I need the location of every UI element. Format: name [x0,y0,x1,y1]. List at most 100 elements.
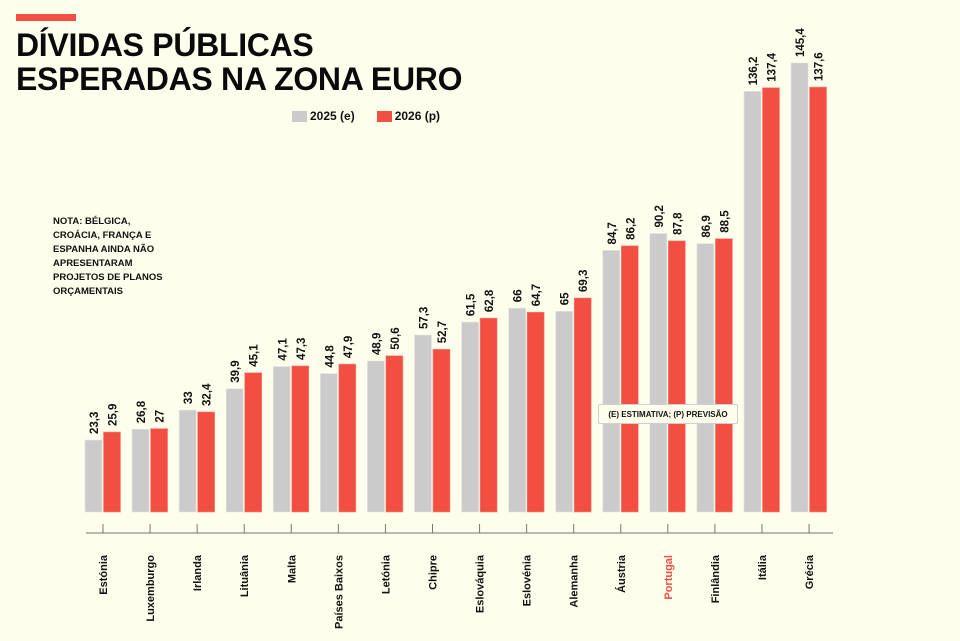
data-label: 64,7 [531,284,543,306]
data-label: 45,1 [249,344,261,367]
x-tick-label: Áustria [615,554,628,593]
data-label: 47,1 [277,338,289,361]
x-tick-label: Chipre [427,555,439,590]
data-label: 50,6 [390,327,402,349]
legend-item-2026: 2026 (p) [376,109,441,123]
bar-2025 [649,233,668,513]
bar-2025 [461,321,479,513]
bar-2025 [131,428,150,513]
x-tick-label: Malta [286,554,298,583]
data-label: 86,9 [701,215,713,237]
data-label: 44,8 [324,345,336,368]
data-label: 66 [513,289,525,302]
bar-2025 [743,91,762,513]
bar-2026 [715,238,733,513]
title-line-2: ESPERADAS NA ZONA EURO [16,61,463,97]
data-label: 137,6 [814,52,826,81]
x-tick-label: Letónia [380,554,392,594]
bar-2026 [197,411,215,513]
data-label: 39,9 [230,360,242,382]
data-label: 32,4 [202,383,214,406]
bar-2025 [320,373,338,513]
note: NOTA: BÉLGICA, CROÁCIA, FRANÇA E ESPANHA… [53,215,203,299]
bar-2025 [790,62,809,513]
data-label: 25,9 [108,404,120,426]
data-label: 137,4 [766,52,778,81]
x-tick-label: Países Baixos [333,555,345,629]
x-tick-label: Estónia [98,554,110,595]
x-tick-label: Luxemburgo [145,555,157,622]
data-label: 48,9 [371,333,383,355]
data-label: 86,2 [625,217,637,239]
x-tick-label: Finlândia [710,554,722,603]
x-tick-label: Grécia [804,554,816,589]
bar-2026 [385,355,404,513]
note-line: APRESENTARAM [53,258,133,269]
data-label: 90,2 [654,205,666,227]
bar-2025 [696,243,715,513]
bar-2025 [414,334,432,513]
bar-2026 [150,428,168,513]
data-label: 26,8 [136,400,148,423]
bar-2026 [479,317,498,513]
data-label: 57,3 [418,307,430,329]
x-tick-label: Portugal [663,555,675,600]
x-tick-label: Alemanha [569,554,581,607]
data-label: 23,3 [89,412,101,434]
title-line-1: DÍVIDAS PÚBLICAS [16,27,314,63]
bar-2026 [291,365,310,513]
data-label: 61,5 [466,293,478,316]
data-label: 145,4 [795,28,807,57]
callout-legend-note: (E) ESTIMATIVA; (P) PREVISÃO [598,404,738,424]
legend: 2025 (e) 2026 (p) [292,109,440,123]
x-tick-label: Eslovénia [522,554,534,606]
bar-2025 [225,388,244,513]
note-line: ORÇAMENTAIS [53,286,124,297]
note-line: ESPANHA AINDA NÃO [53,244,155,255]
data-label: 62,8 [484,289,496,312]
data-label: 136,2 [748,57,760,86]
x-tick-label: Irlanda [192,554,204,591]
data-label: 65 [560,292,572,305]
bar-2025 [555,310,574,513]
data-label: 69,3 [578,270,590,292]
bar-2026 [526,311,545,513]
chart-title: DÍVIDAS PÚBLICAS ESPERADAS NA ZONA EURO [16,28,462,96]
bar-2025 [367,360,385,513]
legend-swatch-2025 [292,110,307,122]
accent-bar [16,14,76,21]
data-label: 33 [183,391,195,404]
bar-2026 [103,431,121,513]
bar-2026 [668,240,686,513]
x-tick-label: Itália [757,554,769,580]
data-label: 88,5 [719,210,731,233]
bar-2026 [620,245,639,513]
bar-2026 [809,86,827,513]
bar-2026 [244,372,263,513]
legend-label-2026: 2026 (p) [394,109,441,123]
bar-2025 [84,439,103,513]
data-label: 84,7 [607,222,619,244]
data-label: 52,7 [437,321,449,343]
note-line: CROÁCIA, FRANÇA E [53,230,152,241]
note-line: PROJETOS DE PLANOS [53,272,163,283]
bar-2025 [508,307,526,513]
legend-item-2025: 2025 (e) [292,109,355,123]
bar-2026 [338,363,357,513]
bar-2026 [762,87,780,513]
x-tick-label: Eslováquia [475,554,487,613]
data-label: 87,8 [672,212,684,235]
bar-2025 [602,250,621,513]
bar-2026 [432,348,451,513]
data-label: 47,9 [343,336,355,358]
legend-label-2025: 2025 (e) [310,109,355,123]
bar-2026 [573,297,592,513]
note-line: NOTA: BÉLGICA, [53,216,131,227]
data-label: 47,3 [296,338,308,360]
bar-2025 [272,366,291,513]
legend-swatch-2026 [376,110,392,122]
data-label: 27 [155,410,167,423]
x-tick-label: Lituânia [239,554,251,597]
bar-2025 [178,409,197,513]
